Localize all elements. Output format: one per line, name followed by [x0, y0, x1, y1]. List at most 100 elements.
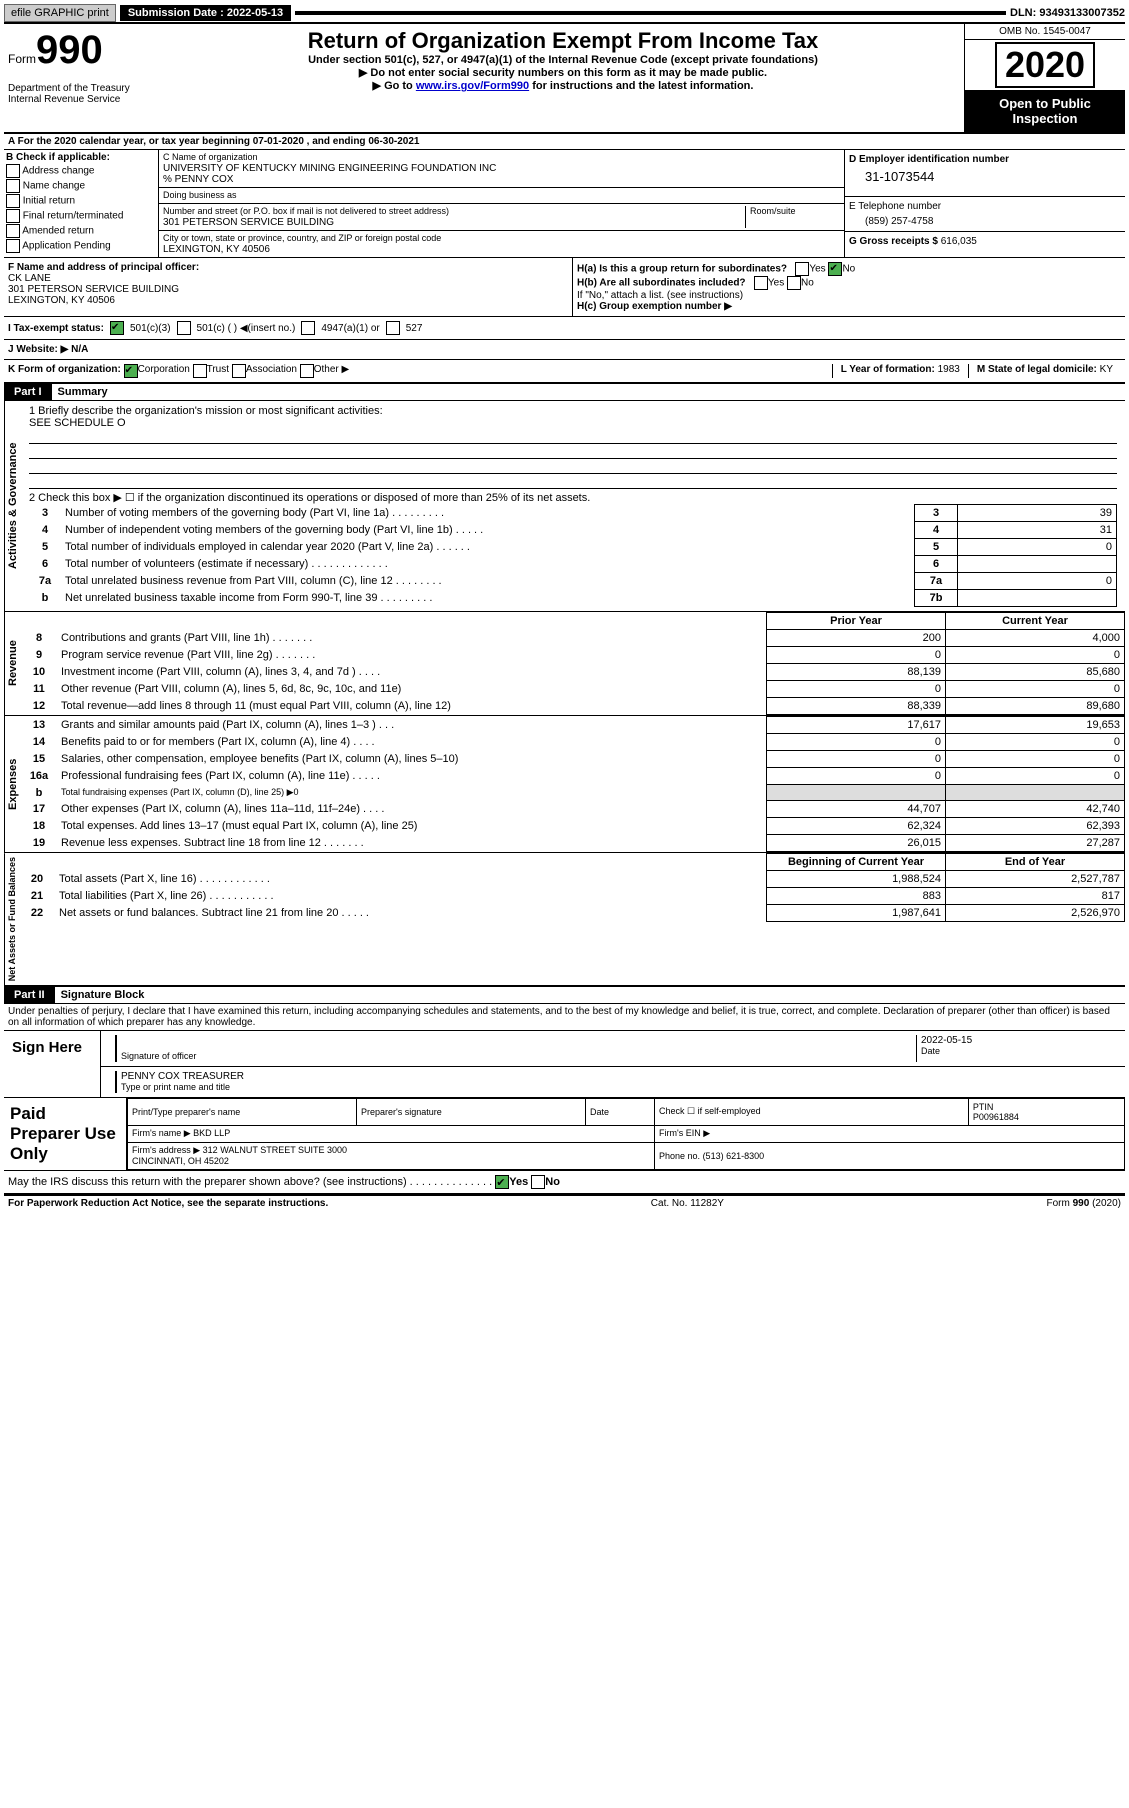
i-c2: 501(c) ( ) ◀(insert no.) [197, 323, 296, 334]
i-lbl: I Tax-exempt status: [8, 323, 104, 334]
k-other-check[interactable] [300, 364, 314, 378]
fin-row: 14Benefits paid to or for members (Part … [21, 734, 1125, 751]
row-i-tax: I Tax-exempt status: ✔501(c)(3) 501(c) (… [4, 317, 1125, 340]
phone-val: (859) 257-4758 [849, 212, 1121, 227]
line-a: A For the 2020 calendar year, or tax yea… [4, 134, 1125, 150]
paid-body: Print/Type preparer's name Preparer's si… [127, 1098, 1125, 1170]
fin-row: 17Other expenses (Part IX, column (A), l… [21, 801, 1125, 818]
care-of: % PENNY COX [163, 174, 233, 185]
b-opt: Final return/terminated [6, 209, 156, 223]
hb-no-check[interactable] [787, 276, 801, 290]
ein-val: 31-1073544 [849, 165, 1121, 192]
dept-label: Department of the Treasury Internal Reve… [8, 83, 158, 105]
pt-name-cell: Print/Type preparer's name [128, 1099, 357, 1125]
dln-label: DLN: 93493133007352 [1010, 7, 1125, 19]
pt-sig-cell: Preparer's signature [357, 1099, 586, 1125]
street-lbl: Number and street (or P.O. box if mail i… [163, 206, 449, 216]
fin-row: 13Grants and similar amounts paid (Part … [21, 717, 1125, 734]
discuss-no-check[interactable] [531, 1175, 545, 1189]
room-lbl: Room/suite [750, 206, 796, 216]
discuss-yes-check[interactable]: ✔ [495, 1175, 509, 1189]
ha-lbl: H(a) Is this a group return for subordin… [577, 264, 787, 275]
header-title-box: Return of Organization Exempt From Incom… [162, 24, 964, 132]
i-527-check[interactable] [386, 321, 400, 335]
form-id-box: Form990 Department of the Treasury Inter… [4, 24, 162, 132]
part1-title: Summary [52, 384, 114, 400]
omb-number: OMB No. 1545-0047 [965, 24, 1125, 40]
i-501c3-check[interactable]: ✔ [110, 321, 124, 335]
gov-body: 1 Briefly describe the organization's mi… [21, 401, 1125, 611]
b-opt: Application Pending [6, 239, 156, 253]
hb-lbl: H(b) Are all subordinates included? [577, 278, 746, 289]
part2-hdr-row: Part II Signature Block [4, 987, 1125, 1004]
g-gross-box: G Gross receipts $ 616,035 [845, 232, 1125, 251]
side-rev: Revenue [4, 612, 21, 715]
side-ag: Activities & Governance [4, 401, 21, 611]
firm-ein-cell: Firm's EIN ▶ [655, 1125, 1125, 1142]
k-lbl: K Form of organization: [8, 364, 121, 378]
k-assoc: Association [246, 364, 297, 378]
ul2 [29, 446, 1117, 459]
fin-row: 10Investment income (Part VIII, column (… [21, 664, 1125, 681]
form-subtitle: Under section 501(c), 527, or 4947(a)(1)… [166, 54, 960, 66]
fin-row: 20Total assets (Part X, line 16) . . . .… [19, 871, 1125, 888]
k-assoc-check[interactable] [232, 364, 246, 378]
discuss-text: May the IRS discuss this return with the… [8, 1176, 492, 1188]
ha-yes-check[interactable] [795, 262, 809, 276]
firm-name-cell: Firm's name ▶ BKD LLP [128, 1125, 655, 1142]
i-501c-check[interactable] [177, 321, 191, 335]
sig-date-lbl: Date [921, 1046, 940, 1056]
l-lbl: L Year of formation: [841, 364, 935, 375]
fin-row: 15Salaries, other compensation, employee… [21, 751, 1125, 768]
part1-hdr-row: Part I Summary [4, 384, 1125, 401]
d-lbl: D Employer identification number [849, 154, 1009, 165]
declaration: Under penalties of perjury, I declare th… [4, 1004, 1125, 1031]
hb-note: If "No," attach a list. (see instruction… [577, 290, 1121, 301]
tax-year: 2020 [995, 42, 1095, 88]
ul1 [29, 431, 1117, 444]
e-lbl: E Telephone number [849, 201, 941, 212]
part1-net: Net Assets or Fund Balances Beginning of… [4, 853, 1125, 987]
c-city-box: City or town, state or province, country… [159, 231, 844, 257]
sig-line-1: Signature of officer 2022-05-15 Date [101, 1031, 1125, 1067]
ha-no-check[interactable]: ✔ [828, 262, 842, 276]
row-klm: K Form of organization: ✔ Corporation Tr… [4, 360, 1125, 384]
sig-officer-lbl: Signature of officer [121, 1051, 196, 1061]
sign-here-row: Sign Here Signature of officer 2022-05-1… [4, 1031, 1125, 1098]
col-c: C Name of organization UNIVERSITY OF KEN… [159, 150, 844, 257]
q1a: SEE SCHEDULE O [29, 417, 1117, 429]
k-corp-check[interactable]: ✔ [124, 364, 138, 378]
fin-row: 21Total liabilities (Part X, line 26) . … [19, 888, 1125, 905]
form-title: Return of Organization Exempt From Incom… [166, 28, 960, 54]
ul4 [29, 476, 1117, 489]
table-expenses: 13Grants and similar amounts paid (Part … [21, 716, 1125, 852]
submission-date: Submission Date : 2022-05-13 [120, 5, 291, 21]
j-lbl: J Website: ▶ [8, 344, 68, 355]
k-trust: Trust [207, 364, 229, 378]
summary-row: 5Total number of individuals employed in… [29, 539, 1117, 556]
c-name-lbl: C Name of organization [163, 152, 258, 162]
m-val: KY [1100, 364, 1113, 375]
j-val: N/A [71, 344, 88, 355]
side-exp: Expenses [4, 716, 21, 852]
type-lbl: Type or print name and title [121, 1082, 230, 1092]
b-opt: Amended return [6, 224, 156, 238]
fin-row: 19Revenue less expenses. Subtract line 1… [21, 835, 1125, 852]
inst-2: ▶ Go to www.irs.gov/Form990 for instruct… [166, 79, 960, 92]
hb-yes-check[interactable] [754, 276, 768, 290]
side-net: Net Assets or Fund Balances [4, 853, 19, 985]
irs-link[interactable]: www.irs.gov/Form990 [416, 80, 529, 92]
g-val: 616,035 [941, 236, 977, 247]
fin-row: 22Net assets or fund balances. Subtract … [19, 905, 1125, 922]
part1-gov: Activities & Governance 1 Briefly descri… [4, 401, 1125, 612]
k-trust-check[interactable] [193, 364, 207, 378]
dba-lbl: Doing business as [163, 190, 237, 200]
efile-button[interactable]: efile GRAPHIC print [4, 4, 116, 22]
org-name: UNIVERSITY OF KENTUCKY MINING ENGINEERIN… [163, 163, 496, 174]
cat-no: Cat. No. 11282Y [651, 1198, 724, 1209]
i-4947-check[interactable] [301, 321, 315, 335]
table-net: Beginning of Current YearEnd of Year20To… [19, 853, 1125, 922]
row-j-website: J Website: ▶ N/A [4, 340, 1125, 360]
blank-bar [295, 11, 1006, 15]
summary-row: 4Number of independent voting members of… [29, 522, 1117, 539]
